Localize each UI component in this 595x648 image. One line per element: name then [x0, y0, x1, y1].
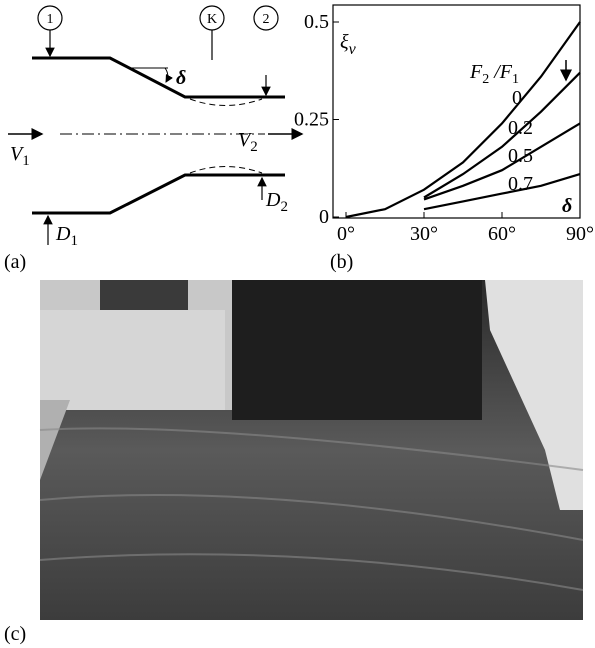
curve-label: 0: [512, 87, 522, 109]
panel-label: (b): [330, 251, 353, 273]
photo: [39, 280, 584, 620]
x-tick-label: 90°: [566, 223, 594, 245]
curve: [423, 71, 581, 199]
panel-label: (a): [4, 251, 26, 273]
diagram-a: [8, 5, 304, 245]
curve-label: 0.5: [508, 145, 533, 167]
plot-frame: [332, 4, 581, 219]
symbol: F: [469, 61, 483, 83]
symbol: F: [499, 61, 513, 83]
x-annotation: δ: [562, 195, 572, 217]
curve: [423, 173, 581, 211]
curve: [423, 122, 581, 201]
diameter-label: D1: [55, 223, 78, 249]
angle-label: δ: [176, 67, 186, 89]
y-tick-label: 0.25: [294, 109, 329, 131]
curve-label: 0.7: [508, 173, 533, 195]
panel-label: (c): [4, 623, 26, 645]
subscript: 2: [482, 72, 489, 87]
y-tick-label: 0: [319, 206, 329, 228]
y-axis-label: ξv: [340, 31, 357, 58]
y-tick-label: 0.5: [304, 11, 329, 33]
x-tick-label: 30°: [410, 223, 438, 245]
subscript: 1: [512, 72, 519, 87]
station-label: 2: [263, 12, 270, 27]
symbol: ξ: [340, 31, 349, 53]
symbol: V: [238, 129, 253, 151]
station-label: K: [207, 12, 217, 27]
curve-label: 0.2: [508, 117, 533, 139]
diameter-label: D2: [265, 189, 288, 215]
station-label: 1: [47, 12, 54, 27]
symbol: D: [55, 223, 71, 245]
symbol: D: [265, 189, 281, 211]
x-tick-label: 0°: [337, 223, 355, 245]
x-tick-label: 60°: [488, 223, 516, 245]
subscript: 2: [250, 139, 258, 155]
subscript: 2: [280, 199, 288, 215]
separator: /: [489, 61, 502, 83]
subscript: 1: [22, 153, 30, 169]
velocity-label: V1: [10, 143, 30, 169]
subscript: 1: [70, 233, 78, 249]
symbol: V: [10, 143, 25, 165]
legend-title: F2 /F1: [469, 61, 519, 87]
velocity-label: V2: [238, 129, 258, 155]
subscript: v: [349, 41, 357, 58]
curve: [345, 21, 581, 219]
